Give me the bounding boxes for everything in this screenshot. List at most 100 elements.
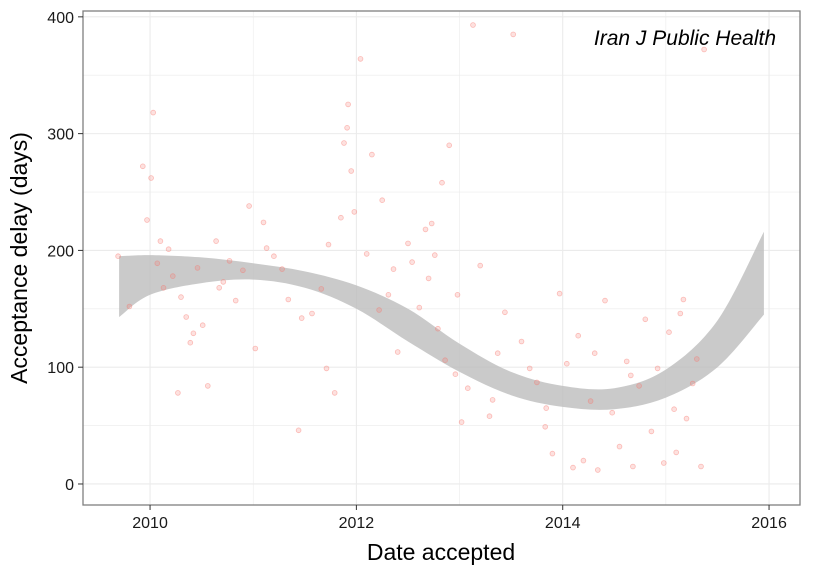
y-tick-label: 0 bbox=[65, 477, 74, 494]
data-point bbox=[178, 294, 184, 300]
x-tick-label: 2016 bbox=[751, 515, 787, 532]
data-point bbox=[416, 304, 423, 311]
data-point bbox=[351, 209, 358, 215]
data-point bbox=[323, 365, 330, 372]
chart-annotation: Iran J Public Health bbox=[594, 27, 776, 50]
data-point bbox=[285, 296, 292, 303]
data-point bbox=[194, 265, 201, 271]
data-point bbox=[190, 330, 197, 337]
data-point bbox=[677, 310, 684, 317]
data-point bbox=[216, 284, 223, 291]
data-point bbox=[394, 349, 401, 355]
data-point bbox=[240, 267, 246, 274]
data-point bbox=[160, 284, 167, 291]
data-point bbox=[591, 350, 598, 357]
data-point bbox=[376, 307, 382, 313]
data-point bbox=[175, 390, 181, 396]
y-tick-label: 300 bbox=[47, 127, 74, 144]
data-point bbox=[543, 405, 549, 411]
data-point bbox=[446, 142, 453, 149]
data-points bbox=[115, 22, 707, 473]
data-point bbox=[518, 338, 525, 345]
data-point bbox=[295, 427, 302, 434]
data-point bbox=[344, 125, 350, 131]
data-point bbox=[701, 46, 707, 53]
data-point bbox=[477, 262, 484, 269]
data-point bbox=[570, 464, 576, 471]
data-point bbox=[510, 31, 517, 38]
data-point bbox=[458, 419, 465, 425]
x-tick-label: 2012 bbox=[339, 515, 375, 532]
data-point bbox=[680, 296, 687, 303]
data-point bbox=[150, 109, 157, 116]
data-point bbox=[252, 345, 259, 352]
data-point bbox=[363, 251, 370, 257]
data-point bbox=[409, 259, 415, 265]
y-tick-label: 200 bbox=[47, 243, 74, 260]
data-point bbox=[428, 220, 435, 227]
data-point bbox=[187, 339, 194, 346]
data-point bbox=[494, 350, 501, 357]
data-point bbox=[260, 219, 267, 226]
data-point bbox=[325, 241, 332, 248]
data-point bbox=[390, 266, 397, 272]
data-point bbox=[526, 365, 533, 372]
x-axis: 2010 2012 2014 2016 bbox=[132, 505, 787, 532]
data-point bbox=[602, 297, 608, 304]
y-tick-label: 100 bbox=[47, 360, 74, 377]
y-axis-title: Acceptance delay (days) bbox=[6, 132, 32, 384]
data-point bbox=[575, 332, 581, 339]
data-point bbox=[636, 383, 642, 389]
data-point bbox=[165, 246, 172, 253]
data-point bbox=[616, 443, 623, 450]
data-point bbox=[246, 203, 252, 209]
data-point bbox=[298, 315, 305, 321]
data-point bbox=[534, 379, 540, 386]
y-axis: 0 100 200 300 400 bbox=[47, 10, 83, 494]
plot-border bbox=[82, 10, 801, 506]
data-point bbox=[666, 329, 672, 336]
data-point bbox=[148, 175, 154, 181]
data-point bbox=[660, 460, 667, 466]
data-point bbox=[379, 197, 386, 204]
data-point bbox=[452, 371, 459, 378]
data-point bbox=[654, 365, 661, 372]
data-point bbox=[470, 22, 476, 28]
data-point bbox=[309, 310, 315, 317]
x-tick-label: 2014 bbox=[545, 515, 581, 532]
data-point bbox=[341, 140, 347, 146]
data-point bbox=[170, 273, 176, 279]
data-point bbox=[502, 309, 508, 316]
data-point bbox=[594, 467, 601, 473]
data-point bbox=[357, 56, 364, 62]
data-point bbox=[271, 253, 277, 260]
data-point bbox=[609, 409, 615, 416]
data-point bbox=[422, 226, 429, 233]
data-point bbox=[542, 423, 548, 430]
data-point bbox=[345, 101, 351, 108]
data-point bbox=[549, 450, 556, 457]
data-point bbox=[205, 383, 211, 389]
data-point bbox=[587, 398, 594, 404]
data-point bbox=[442, 357, 448, 364]
data-point bbox=[232, 297, 239, 304]
data-point bbox=[144, 217, 150, 223]
data-point bbox=[157, 238, 164, 244]
data-point bbox=[199, 322, 206, 329]
data-point bbox=[348, 168, 355, 174]
data-point bbox=[489, 397, 496, 403]
data-point bbox=[331, 390, 338, 396]
data-point bbox=[226, 258, 233, 264]
data-point bbox=[431, 252, 438, 258]
data-point bbox=[405, 240, 411, 247]
data-point bbox=[648, 428, 655, 435]
data-point bbox=[580, 457, 587, 464]
data-point bbox=[385, 291, 392, 298]
data-point bbox=[425, 275, 432, 282]
y-tick-label: 400 bbox=[47, 10, 74, 27]
x-tick-label: 2010 bbox=[132, 515, 168, 532]
data-point bbox=[623, 358, 630, 365]
data-point bbox=[464, 385, 471, 392]
